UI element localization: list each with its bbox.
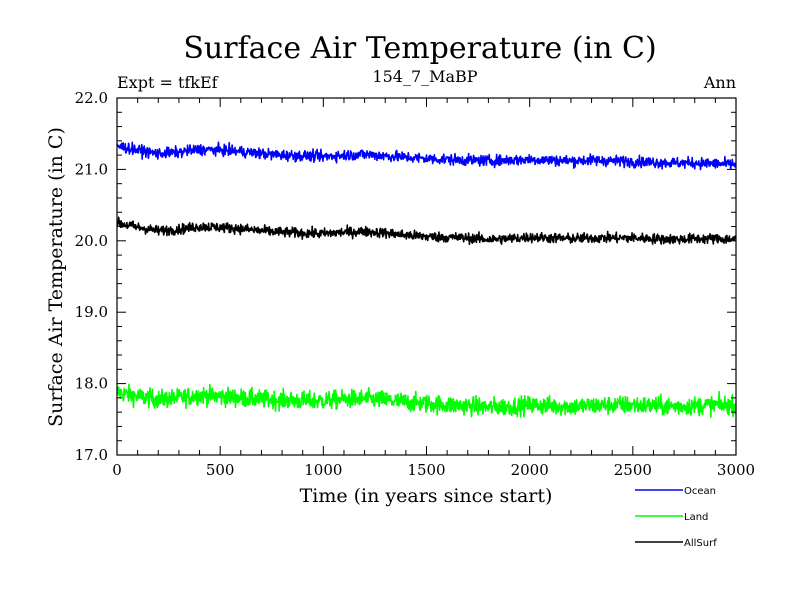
ticks-group [116, 97, 737, 456]
legend-label-allsurf: AllSurf [684, 538, 717, 549]
y-tick-label: 20.0 [75, 232, 108, 250]
x-tick-label: 2500 [614, 461, 652, 479]
chart-subtitle-center: 154_7_MaBP [372, 67, 477, 86]
chart-subtitle-right: Ann [703, 73, 736, 92]
x-tick-label: 0 [112, 461, 122, 479]
y-tick-label: 21.0 [75, 160, 108, 178]
y-axis-label: Surface Air Temperature (in C) [45, 127, 67, 427]
y-tick-label: 17.0 [75, 446, 108, 464]
x-tick-label: 500 [206, 461, 235, 479]
legend-label-land: Land [684, 512, 708, 523]
legend: Ocean Land AllSurf [635, 486, 717, 549]
y-tick-label: 19.0 [75, 303, 108, 321]
chart-title: Surface Air Temperature (in C) [183, 31, 656, 66]
y-tick-label: 22.0 [75, 89, 108, 107]
legend-label-ocean: Ocean [684, 486, 716, 497]
series-group [116, 141, 737, 418]
x-tick-label: 1000 [304, 461, 342, 479]
series-line-allsurf [116, 216, 737, 246]
x-tick-label: 2000 [511, 461, 549, 479]
series-line-land [116, 383, 737, 418]
x-tick-label: 3000 [717, 461, 755, 479]
y-tick-label: 18.0 [75, 375, 108, 393]
series-line-ocean [116, 141, 737, 171]
x-tick-label: 1500 [407, 461, 445, 479]
x-axis-label: Time (in years since start) [300, 485, 553, 507]
chart-subtitle-left: Expt = tfkEf [117, 73, 219, 92]
y-tick-labels: 17.0 18.0 19.0 20.0 21.0 22.0 [75, 89, 108, 464]
x-tick-labels: 0 500 1000 1500 2000 2500 3000 [112, 461, 755, 479]
